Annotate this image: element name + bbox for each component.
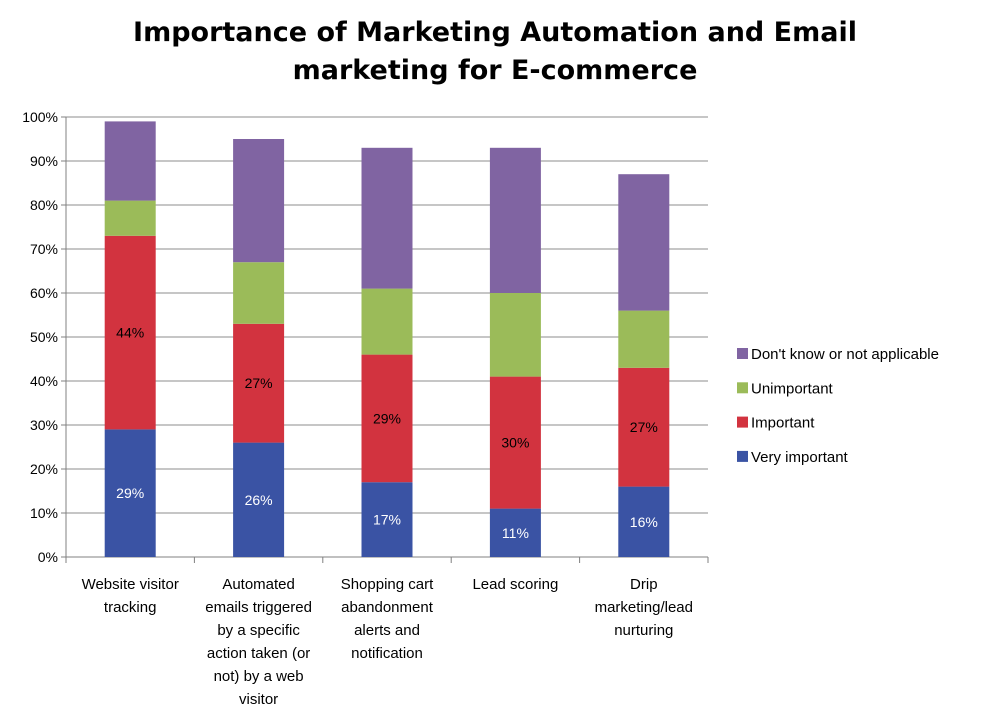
y-tick-label: 80% [30, 197, 58, 213]
bar-segment [618, 367, 670, 487]
bar-segment [104, 200, 156, 236]
data-label: 11% [502, 525, 529, 541]
bar-segment [361, 147, 413, 289]
bar-segment [104, 235, 156, 430]
legend-label: Don't know or not applicable [751, 346, 939, 363]
y-tick-label: 30% [30, 417, 58, 433]
x-tick-label: Website visitor tracking [82, 576, 179, 616]
bar-segment [233, 139, 285, 263]
y-tick-label: 90% [30, 153, 58, 169]
y-tick-label: 100% [22, 109, 58, 125]
bar-segment [618, 310, 670, 368]
y-tick-label: 50% [30, 329, 58, 345]
bar-segment [618, 174, 670, 311]
legend: Don't know or not applicable Unimportant I… [737, 346, 939, 466]
legend-label: Unimportant [751, 380, 834, 397]
data-label: 17% [373, 512, 401, 528]
bars [104, 121, 670, 557]
x-tick-label: Automated emails triggered by a specific ac… [205, 576, 312, 708]
data-label: 29% [116, 485, 144, 501]
data-label: 44% [116, 325, 144, 341]
bar-segment [233, 442, 285, 557]
bar-segment [361, 482, 413, 557]
legend-swatch [737, 416, 748, 428]
y-tick-label: 40% [30, 373, 58, 389]
legend-label: Important [751, 415, 815, 432]
bar-segment [618, 486, 670, 557]
data-label: 30% [501, 435, 529, 451]
bar-segment [233, 323, 285, 443]
bar-segment [489, 376, 541, 509]
data-label: 26% [245, 492, 273, 508]
data-label: 27% [245, 375, 273, 391]
legend-swatch [737, 382, 748, 394]
x-tick-label: Shopping cart abandonment alerts and notifi… [341, 576, 434, 662]
data-label: 29% [373, 410, 401, 426]
legend-label: Very important [751, 449, 849, 466]
chart-title: Importance of Marketing Automation and E… [133, 17, 857, 86]
x-tick-label: Lead scoring [472, 576, 558, 593]
bar-segment [104, 121, 156, 201]
legend-swatch [737, 348, 748, 359]
y-tick-label: 20% [30, 461, 58, 477]
legend-swatch [737, 450, 748, 462]
bar-segment [104, 429, 156, 557]
bar-segment [489, 147, 541, 293]
bar-segment [489, 508, 541, 557]
data-label: 16% [630, 514, 658, 530]
y-tick-label: 10% [30, 505, 58, 521]
bar-segment [361, 354, 413, 483]
bar-segment [489, 293, 541, 377]
bar-segment [361, 288, 413, 355]
y-tick-label: 60% [30, 285, 58, 301]
y-tick-label: 0% [38, 549, 58, 565]
y-tick-label: 70% [30, 241, 58, 257]
bar-segment [233, 262, 285, 324]
data-labels: 29% 44% 26% 27% 17% 29% 11% 30% 16% 27% [116, 325, 658, 541]
x-tick-label: Drip marketing/lead nurturing [595, 576, 693, 639]
data-label: 27% [630, 419, 658, 435]
